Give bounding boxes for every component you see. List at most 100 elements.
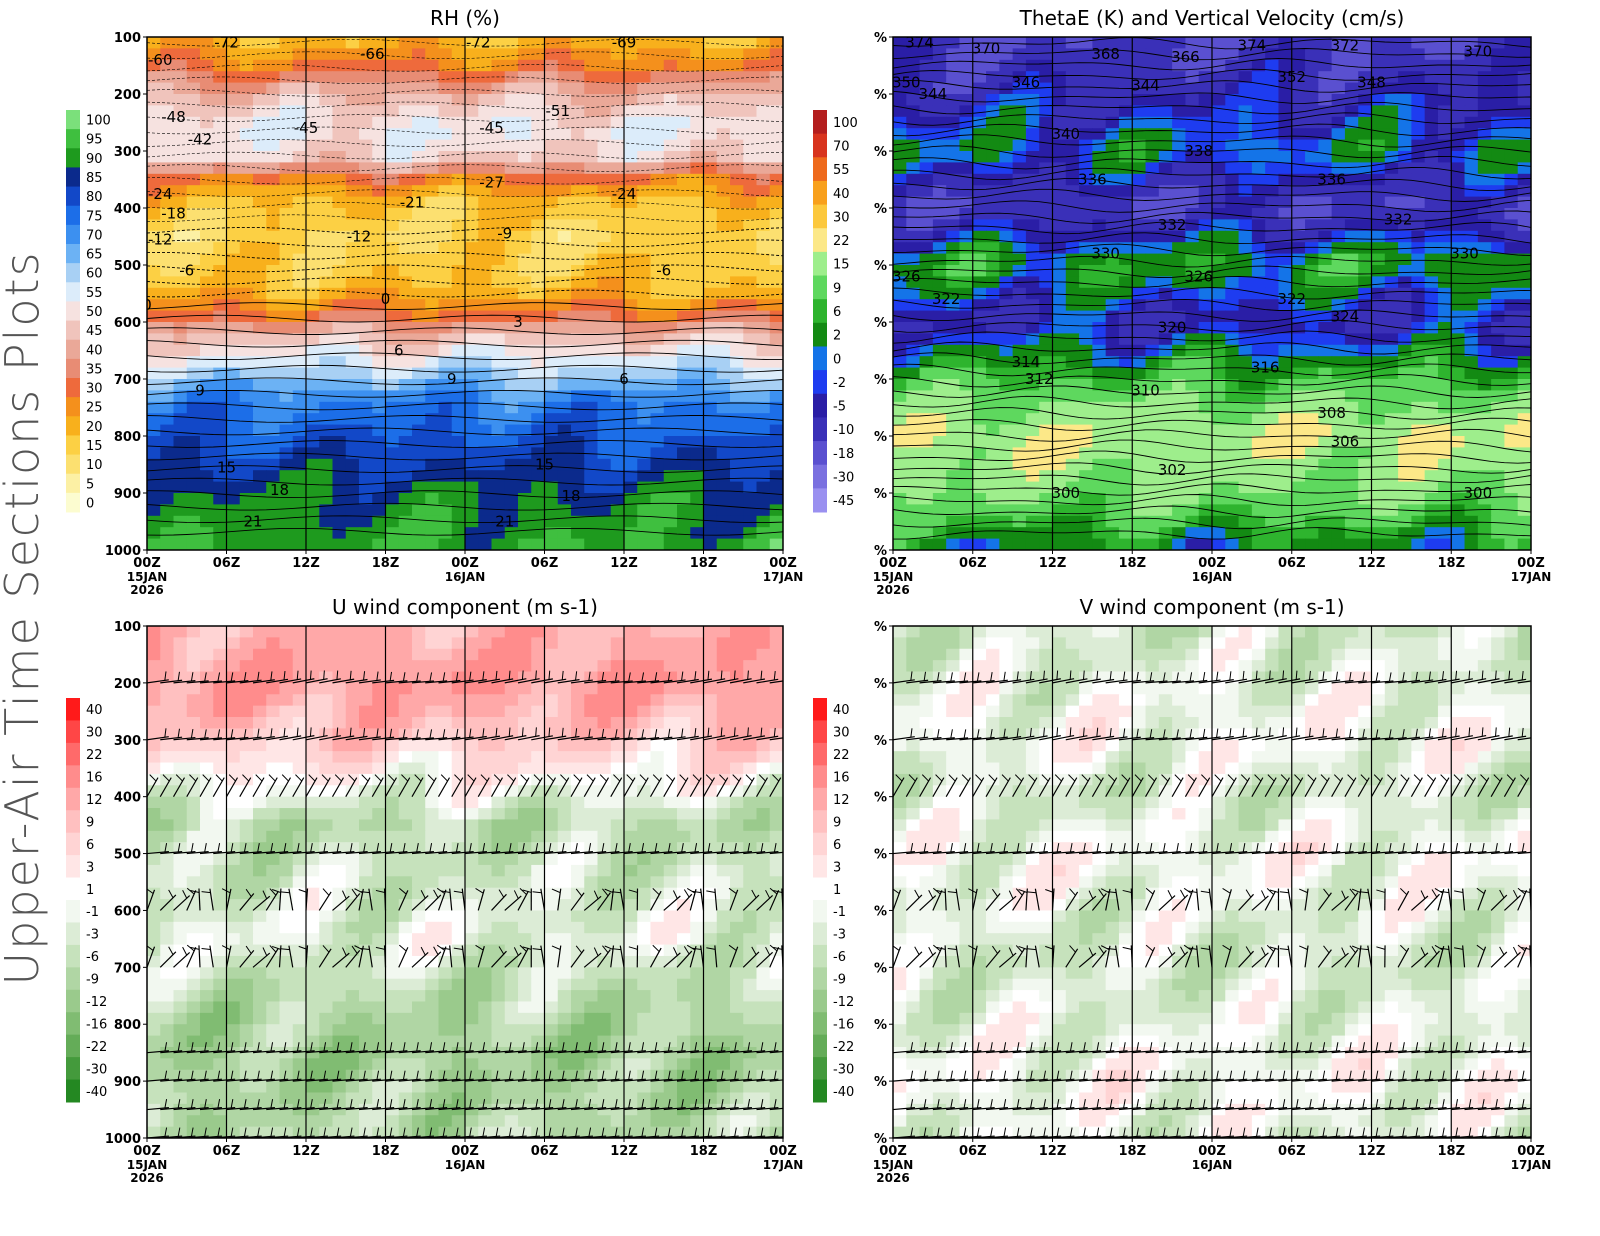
field-cell bbox=[1517, 493, 1531, 505]
field-cell bbox=[226, 242, 241, 255]
field-cell bbox=[999, 287, 1014, 300]
field-cell bbox=[1291, 458, 1306, 471]
field-cell bbox=[319, 299, 334, 312]
field-cell bbox=[610, 356, 625, 369]
field-cell bbox=[173, 173, 188, 186]
colorbar-swatch bbox=[66, 301, 80, 322]
contour-label: 332 bbox=[1158, 216, 1187, 234]
field-cell bbox=[1451, 82, 1466, 95]
field-cell bbox=[1384, 458, 1399, 471]
field-cell bbox=[650, 253, 665, 266]
field-cell bbox=[253, 367, 267, 380]
field-cell bbox=[359, 219, 373, 232]
field-cell bbox=[438, 37, 453, 49]
field-cell bbox=[1145, 116, 1160, 129]
field-cell bbox=[518, 59, 532, 72]
field-cell bbox=[703, 447, 718, 460]
field-cell bbox=[292, 37, 307, 49]
field-cell bbox=[1212, 447, 1226, 460]
field-cell bbox=[239, 538, 254, 550]
field-cell bbox=[756, 333, 771, 346]
field-cell bbox=[1331, 333, 1346, 346]
field-cell bbox=[1411, 265, 1426, 277]
field-cell bbox=[1251, 71, 1266, 84]
field-cell bbox=[504, 538, 519, 550]
field-cell bbox=[893, 333, 907, 346]
field-cell bbox=[1358, 265, 1373, 277]
y-tick-label: % bbox=[874, 487, 887, 502]
field-cell bbox=[465, 82, 479, 95]
field-cell bbox=[703, 94, 718, 106]
field-cell bbox=[557, 287, 572, 300]
field-cell bbox=[1079, 196, 1093, 209]
field-cell bbox=[1331, 185, 1346, 198]
field-cell bbox=[610, 322, 625, 334]
field-cell bbox=[226, 481, 241, 494]
field-cell bbox=[1464, 333, 1479, 346]
field-cell bbox=[677, 105, 691, 118]
field-cell bbox=[624, 515, 638, 528]
field-cell bbox=[345, 265, 360, 277]
field-cell bbox=[1025, 493, 1040, 505]
field-cell bbox=[730, 48, 744, 61]
field-cell bbox=[624, 253, 638, 266]
field-cell bbox=[1172, 185, 1187, 198]
field-cell bbox=[703, 253, 718, 266]
field-cell bbox=[1105, 196, 1120, 209]
field-cell bbox=[253, 493, 267, 505]
field-cell bbox=[1172, 527, 1187, 540]
field-cell bbox=[932, 470, 947, 483]
field-cell bbox=[531, 219, 546, 232]
field-cell bbox=[663, 242, 678, 255]
field-cell bbox=[478, 196, 493, 209]
field-cell bbox=[491, 694, 506, 707]
y-tick-label: 100 bbox=[114, 31, 141, 46]
field-cell bbox=[491, 413, 506, 426]
field-cell bbox=[650, 333, 665, 346]
field-cell bbox=[571, 436, 585, 448]
field-cell bbox=[239, 694, 254, 707]
field-cell bbox=[306, 626, 320, 638]
field-cell bbox=[1464, 413, 1479, 426]
field-cell bbox=[1265, 413, 1280, 426]
field-cell bbox=[906, 436, 921, 448]
field-cell bbox=[1451, 265, 1466, 277]
field-cell bbox=[1331, 367, 1346, 380]
field-cell bbox=[173, 185, 188, 198]
field-cell bbox=[690, 401, 705, 414]
field-cell bbox=[1318, 71, 1333, 84]
field-cell bbox=[425, 128, 440, 141]
field-cell bbox=[1278, 219, 1293, 232]
field-cell bbox=[491, 82, 506, 95]
field-cell bbox=[1132, 493, 1147, 505]
field-cell bbox=[1105, 242, 1120, 255]
colorbar-label: 70 bbox=[86, 228, 103, 243]
field-cell bbox=[946, 219, 961, 232]
field-cell bbox=[1172, 265, 1187, 277]
field-cell bbox=[1398, 299, 1412, 312]
field-cell bbox=[650, 48, 665, 61]
field-cell bbox=[147, 242, 161, 255]
field-cell bbox=[412, 139, 426, 152]
field-cell bbox=[1012, 37, 1027, 49]
field-cell bbox=[1517, 379, 1531, 391]
field-cell bbox=[1491, 128, 1506, 141]
field-cell bbox=[1185, 230, 1200, 243]
field-cell bbox=[597, 436, 612, 448]
field-cell bbox=[1172, 162, 1187, 175]
field-cell bbox=[292, 82, 307, 95]
field-cell bbox=[597, 162, 612, 175]
field-cell bbox=[624, 116, 638, 129]
field-cell bbox=[650, 637, 665, 650]
field-cell bbox=[173, 151, 188, 163]
field-cell bbox=[650, 436, 665, 448]
field-cell bbox=[1424, 185, 1439, 198]
field-cell bbox=[478, 424, 493, 437]
field-cell bbox=[1052, 196, 1067, 209]
field-cell bbox=[1212, 276, 1226, 289]
field-cell bbox=[279, 527, 294, 540]
field-cell bbox=[1318, 287, 1333, 300]
field-cell bbox=[1185, 515, 1200, 528]
field-cell bbox=[584, 185, 599, 198]
field-cell bbox=[425, 299, 440, 312]
